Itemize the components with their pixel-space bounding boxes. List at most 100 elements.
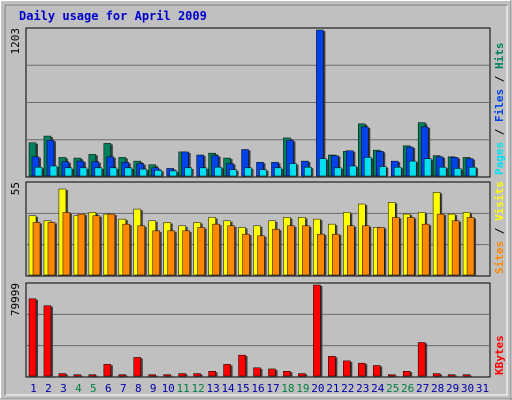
bar-kbytes-day-20: [313, 284, 321, 377]
bar-pages-day-6: [109, 167, 118, 177]
bar-files-day-20: [316, 29, 324, 177]
bar-kbytes-day-17: [268, 368, 276, 377]
x-label-day-20: 20: [311, 382, 324, 395]
bar-kbytes-day-7: [118, 374, 127, 377]
panel-visits-sites: 55 Sites / Visits: [9, 181, 506, 277]
bar-pages-day-11: [184, 167, 192, 177]
bar-shadow: [119, 375, 128, 377]
y-max-label: 1203: [9, 28, 22, 55]
bar-shadow: [449, 375, 458, 377]
bar-sites-day-29: [451, 220, 460, 276]
bar-pages-day-10: [169, 170, 177, 177]
bar-sites-day-30: [466, 217, 475, 276]
x-label-day-6: 6: [105, 382, 112, 395]
bar-kbytes-day-9: [148, 374, 156, 377]
x-label-day-30: 30: [461, 382, 474, 395]
bar-pages-day-21: [334, 167, 342, 177]
bar-pages-day-2: [49, 165, 58, 177]
bar-pages-day-26: [408, 160, 417, 177]
bar-kbytes-day-3: [58, 373, 67, 377]
bar-shadow: [89, 375, 98, 377]
bar-sites-day-9: [152, 230, 160, 276]
bar-sites-day-8: [137, 225, 146, 276]
bar-shadow: [149, 375, 158, 377]
legend-part: Visits: [493, 181, 506, 221]
bar-kbytes-day-26: [402, 370, 411, 377]
x-label-day-2: 2: [45, 382, 52, 395]
bar-sites-day-20: [317, 233, 325, 276]
bar-sites-day-10: [167, 230, 175, 276]
bar-sites-day-26: [406, 217, 415, 276]
bar-pages-day-4: [79, 167, 88, 177]
x-label-day-1: 1: [30, 382, 37, 395]
bar-pages-day-17: [274, 167, 282, 177]
x-label-day-14: 14: [221, 382, 235, 395]
bar-sites-day-17: [272, 228, 280, 276]
bar-sites-day-1: [32, 222, 41, 276]
bar-kbytes-day-23: [358, 362, 366, 377]
bar-sites-day-24: [377, 227, 385, 276]
bar-sites-day-3: [62, 212, 71, 276]
bar-sites-day-21: [332, 233, 340, 276]
bar-kbytes-day-28: [432, 373, 441, 377]
bar-sites-day-25: [391, 217, 400, 276]
x-label-day-25: 25: [386, 382, 399, 395]
x-label-day-26: 26: [401, 382, 414, 395]
x-label-day-24: 24: [371, 382, 385, 395]
x-label-day-19: 19: [296, 382, 309, 395]
bar-shadow: [74, 375, 83, 377]
bar-kbytes-day-14: [223, 364, 231, 377]
bar-kbytes-day-4: [73, 374, 82, 377]
bar-pages-day-22: [349, 165, 357, 177]
bar-pages-day-15: [244, 167, 252, 177]
bar-sites-day-15: [242, 233, 250, 276]
bar-pages-day-29: [453, 168, 462, 177]
bar-kbytes-day-29: [447, 374, 456, 377]
legend-part: /: [493, 122, 506, 142]
bar-kbytes-day-5: [88, 374, 97, 377]
bar-pages-day-27: [423, 158, 432, 177]
bar-sites-day-18: [287, 225, 295, 276]
bar-kbytes-day-16: [253, 367, 261, 377]
x-label-day-17: 17: [266, 382, 279, 395]
bar-shadow: [389, 375, 398, 377]
bar-pages-day-16: [259, 169, 267, 177]
bar-kbytes-day-25: [387, 374, 396, 377]
bar-sites-day-16: [257, 235, 265, 276]
panel-frame: [25, 282, 491, 378]
x-label-day-15: 15: [236, 382, 249, 395]
bar-sites-day-27: [421, 223, 430, 276]
panel-kbytes: 79999 KBytes: [9, 282, 506, 378]
bar-sites-day-23: [362, 225, 370, 276]
bar-pages-day-7: [124, 167, 133, 177]
bar-kbytes-day-24: [373, 365, 381, 377]
chart-title: Daily usage for April 2009: [19, 9, 207, 23]
panel-hits-files-pages: 1203 Pages / Files / Hits: [9, 27, 506, 178]
x-label-day-11: 11: [177, 382, 190, 395]
bar-pages-day-13: [214, 166, 222, 177]
bar-pages-day-14: [229, 169, 237, 177]
x-label-day-16: 16: [251, 382, 264, 395]
legend-part: Pages: [493, 142, 506, 175]
y-max-label: 79999: [9, 283, 22, 316]
bar-kbytes-day-13: [208, 370, 216, 377]
x-label-day-12: 12: [192, 382, 205, 395]
x-label-day-27: 27: [416, 382, 429, 395]
bar-pages-day-20: [319, 158, 327, 177]
bar-sites-day-5: [92, 215, 101, 276]
legend-part: /: [493, 69, 506, 89]
bar-pages-day-30: [468, 166, 477, 177]
x-label-day-23: 23: [356, 382, 369, 395]
x-label-day-10: 10: [162, 382, 175, 395]
bar-kbytes-day-18: [283, 370, 291, 377]
bar-sites-day-28: [436, 213, 445, 276]
bar-pages-day-12: [199, 167, 207, 177]
bar-pages-day-19: [304, 166, 312, 177]
legend-part: Sites: [493, 241, 506, 274]
chart-panels: 1203 Pages / Files / Hits 55 Sites / Visits…: [9, 27, 506, 378]
series-legend: KBytes: [493, 335, 506, 375]
series-legend: Sites / Visits: [493, 181, 506, 274]
bar-kbytes-day-19: [298, 373, 306, 377]
bar-sites-day-13: [212, 223, 220, 276]
